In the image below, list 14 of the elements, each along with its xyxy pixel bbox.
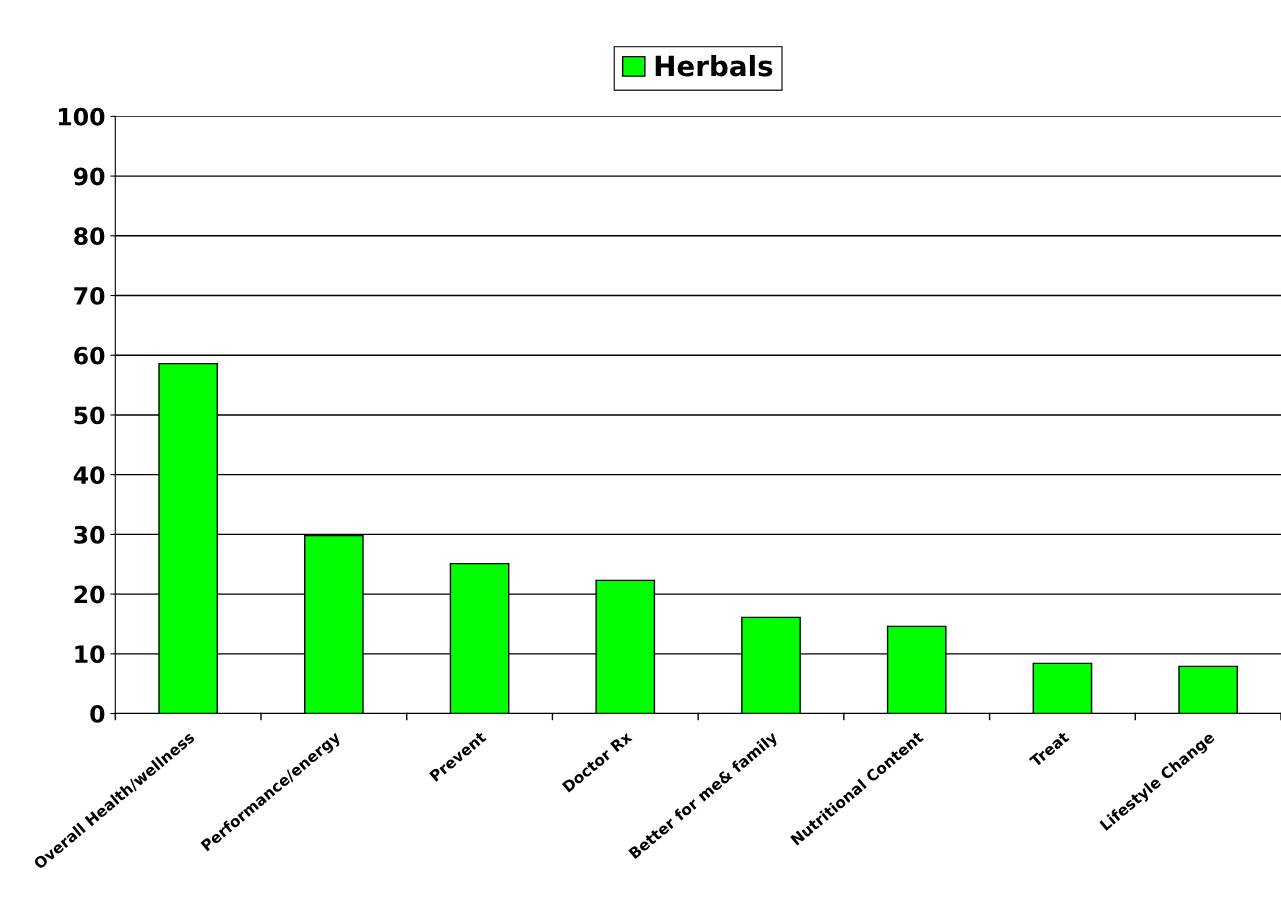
y-tick-label: 100 [58,107,105,126]
bar [1178,665,1238,714]
y-tick-label: 30 [74,525,105,544]
y-tick-label: 10 [75,645,105,664]
y-tick-label: 80 [74,227,105,246]
y-tick-label: 50 [74,406,105,425]
legend-label: Herbals [655,54,773,77]
y-tick-label: 20 [74,585,105,604]
bar [1032,662,1093,714]
y-tick-label: 0 [90,705,105,723]
y-tick-label: 40 [73,466,105,484]
y-tick-label: 70 [74,286,105,305]
y-tick-label: 60 [74,346,105,365]
y-tick-label: 90 [73,167,105,186]
